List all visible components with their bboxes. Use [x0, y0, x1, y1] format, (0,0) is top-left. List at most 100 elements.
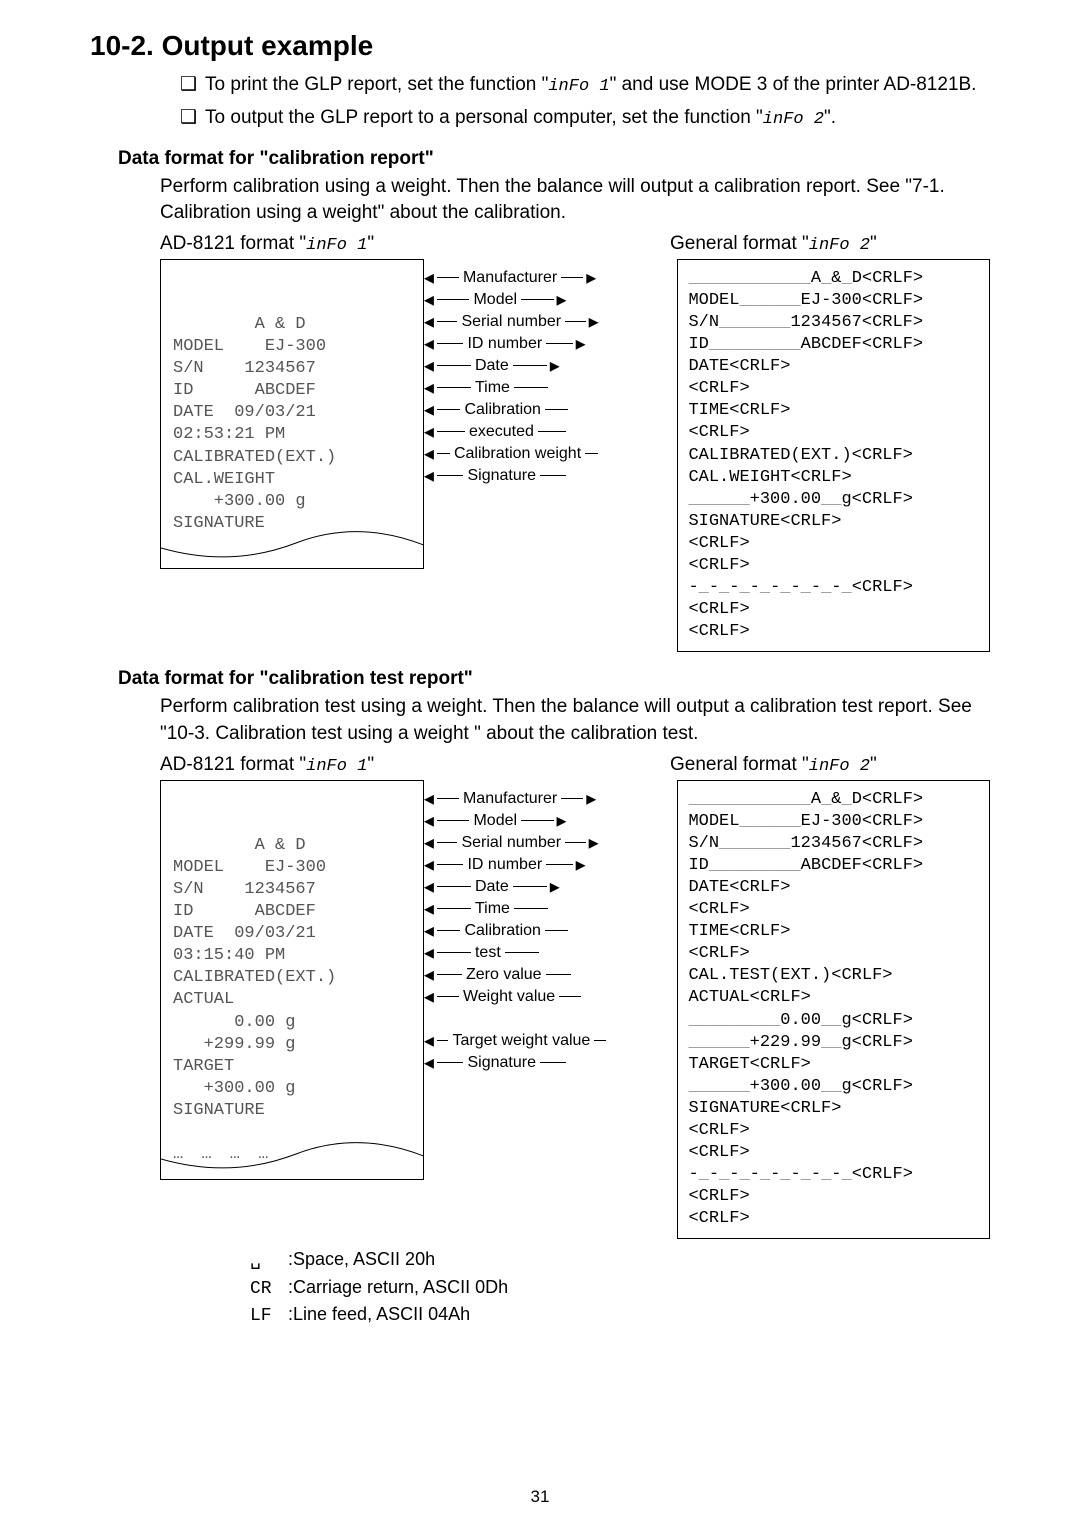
- print-line: CALIBRATED(EXT.): [173, 447, 411, 469]
- space-symbol: ␣: [250, 1249, 288, 1274]
- bullet-icon: ❑: [180, 72, 197, 99]
- arrow-row: ◂executed: [424, 421, 678, 443]
- general-label: General format "inFo 2": [670, 233, 877, 255]
- gen-line: -_-_-_-_-_-_-_-_<CRLF>: [688, 577, 979, 599]
- gen-line: SIGNATURE<CRLF>: [688, 1098, 979, 1120]
- gen-line: <CRLF>: [688, 621, 979, 643]
- gen-line: CAL.WEIGHT<CRLF>: [688, 467, 979, 489]
- printout-1: A & DMODEL EJ-300S/N 1234567ID ABCDEFDAT…: [160, 259, 424, 569]
- print-line: MODEL EJ-300: [173, 336, 411, 358]
- gen-line: <CRLF>: [688, 378, 979, 400]
- ad8121-label-2: AD-8121 format "inFo 1": [160, 754, 530, 776]
- subheader-cal-test: Data format for "calibration test report…: [118, 668, 990, 690]
- page-number: 31: [0, 1487, 1080, 1507]
- general-box-2: ____________A_&_D<CRLF>MODEL______EJ-300…: [677, 780, 990, 1240]
- bullet-1: ❑ To print the GLP report, set the funct…: [180, 72, 990, 99]
- bullet-1-text: To print the GLP report, set the functio…: [205, 72, 976, 99]
- arrow-row: ◂Time: [424, 898, 678, 920]
- print-line: DATE 09/03/21: [173, 402, 411, 424]
- arrow-row: ◂Time: [424, 377, 678, 399]
- general-label-2: General format "inFo 2": [670, 754, 877, 776]
- gen-line: TARGET<CRLF>: [688, 1054, 979, 1076]
- gen-line: ____________A_&_D<CRLF>: [688, 268, 979, 290]
- print-line: CALIBRATED(EXT.): [173, 967, 411, 989]
- gen-line: <CRLF>: [688, 1120, 979, 1142]
- intro-cal-report: Perform calibration using a weight. Then…: [160, 174, 990, 227]
- gen-line: <CRLF>: [688, 1186, 979, 1208]
- page-title: 10-2. Output example: [90, 30, 990, 62]
- gen-line: <CRLF>: [688, 599, 979, 621]
- arrow-row: ◂Serial number▸: [424, 311, 678, 333]
- print-line: A & D: [173, 835, 411, 857]
- print-line: +299.99 g: [173, 1034, 411, 1056]
- print-line: S/N 1234567: [173, 879, 411, 901]
- arrow-row: ◂Signature: [424, 1052, 678, 1074]
- diagram-2: A & DMODEL EJ-300S/N 1234567ID ABCDEF DAT…: [160, 780, 990, 1240]
- arrow-row: ◂Calibration weight: [424, 443, 678, 465]
- arrow-row: ◂Calibration: [424, 399, 678, 421]
- print-line: A & D: [173, 314, 411, 336]
- print-line: CAL.WEIGHT: [173, 469, 411, 491]
- gen-line: ____________A_&_D<CRLF>: [688, 789, 979, 811]
- arrow-row: ◂Serial number▸: [424, 832, 678, 854]
- print-line: TARGET: [173, 1056, 411, 1078]
- legend: ␣:Space, ASCII 20h CR:Carriage return, A…: [250, 1247, 990, 1329]
- format-labels-2: AD-8121 format "inFo 1" General format "…: [160, 754, 990, 776]
- cr-symbol: CR: [250, 1277, 288, 1302]
- print-line: 0.00 g: [173, 1012, 411, 1034]
- gen-line: _________0.00__g<CRLF>: [688, 1010, 979, 1032]
- bullet-icon: ❑: [180, 105, 197, 132]
- ad8121-label: AD-8121 format "inFo 1": [160, 233, 530, 255]
- arrow-row: ◂Model▸: [424, 810, 678, 832]
- print-line: +300.00 g: [173, 1078, 411, 1100]
- gen-line: <CRLF>: [688, 422, 979, 444]
- print-line: S/N 1234567: [173, 358, 411, 380]
- gen-line: ______+300.00__g<CRLF>: [688, 489, 979, 511]
- print-line: SIGNATURE: [173, 1100, 411, 1122]
- arrow-row: ◂ID number▸: [424, 333, 678, 355]
- gen-line: ID_________ABCDEF<CRLF>: [688, 334, 979, 356]
- gen-line: DATE<CRLF>: [688, 356, 979, 378]
- arrow-row: ◂Signature: [424, 465, 678, 487]
- gen-line: CALIBRATED(EXT.)<CRLF>: [688, 445, 979, 467]
- arrow-row: ◂Calibration: [424, 920, 678, 942]
- gen-line: <CRLF>: [688, 943, 979, 965]
- printout-2: A & DMODEL EJ-300S/N 1234567ID ABCDEFDAT…: [160, 780, 424, 1180]
- arrow-row: ◂Date▸: [424, 876, 678, 898]
- bullet-2: ❑ To output the GLP report to a personal…: [180, 105, 990, 132]
- gen-line: <CRLF>: [688, 555, 979, 577]
- arrow-row: ◂Manufacturer▸: [424, 267, 678, 289]
- gen-line: MODEL______EJ-300<CRLF>: [688, 290, 979, 312]
- gen-line: <CRLF>: [688, 1208, 979, 1230]
- print-line: 02:53:21 PM: [173, 424, 411, 446]
- print-line: ACTUAL: [173, 989, 411, 1011]
- diagram-1: A & DMODEL EJ-300S/N 1234567ID ABCDEFDAT…: [160, 259, 990, 653]
- gen-line: SIGNATURE<CRLF>: [688, 511, 979, 533]
- arrow-row: ◂ID number▸: [424, 854, 678, 876]
- format-labels-1: AD-8121 format "inFo 1" General format "…: [160, 233, 990, 255]
- arrow-row: ◂Target weight value: [424, 1030, 678, 1052]
- gen-line: MODEL______EJ-300<CRLF>: [688, 811, 979, 833]
- print-line: +300.00 g: [173, 491, 411, 513]
- gen-line: <CRLF>: [688, 533, 979, 555]
- gen-line: DATE<CRLF>: [688, 877, 979, 899]
- arrow-row: ◂Model▸: [424, 289, 678, 311]
- arrow-row: ◂Zero value: [424, 964, 678, 986]
- gen-line: TIME<CRLF>: [688, 921, 979, 943]
- gen-line: S/N_______1234567<CRLF>: [688, 833, 979, 855]
- print-line: MODEL EJ-300: [173, 857, 411, 879]
- gen-line: TIME<CRLF>: [688, 400, 979, 422]
- midcol-2: ◂Manufacturer▸◂Model▸◂Serial number▸◂ID …: [424, 780, 678, 1240]
- lf-symbol: LF: [250, 1304, 288, 1329]
- gen-line: <CRLF>: [688, 899, 979, 921]
- arrow-row: ◂Date▸: [424, 355, 678, 377]
- gen-line: CAL.TEST(EXT.)<CRLF>: [688, 965, 979, 987]
- gen-line: S/N_______1234567<CRLF>: [688, 312, 979, 334]
- gen-line: ______+300.00__g<CRLF>: [688, 1076, 979, 1098]
- intro-cal-test: Perform calibration test using a weight.…: [160, 694, 990, 747]
- gen-line: ID_________ABCDEF<CRLF>: [688, 855, 979, 877]
- print-line: 03:15:40 PM: [173, 945, 411, 967]
- gen-line: <CRLF>: [688, 1142, 979, 1164]
- arrow-row: ◂test: [424, 942, 678, 964]
- print-line: ID ABCDEF: [173, 901, 411, 923]
